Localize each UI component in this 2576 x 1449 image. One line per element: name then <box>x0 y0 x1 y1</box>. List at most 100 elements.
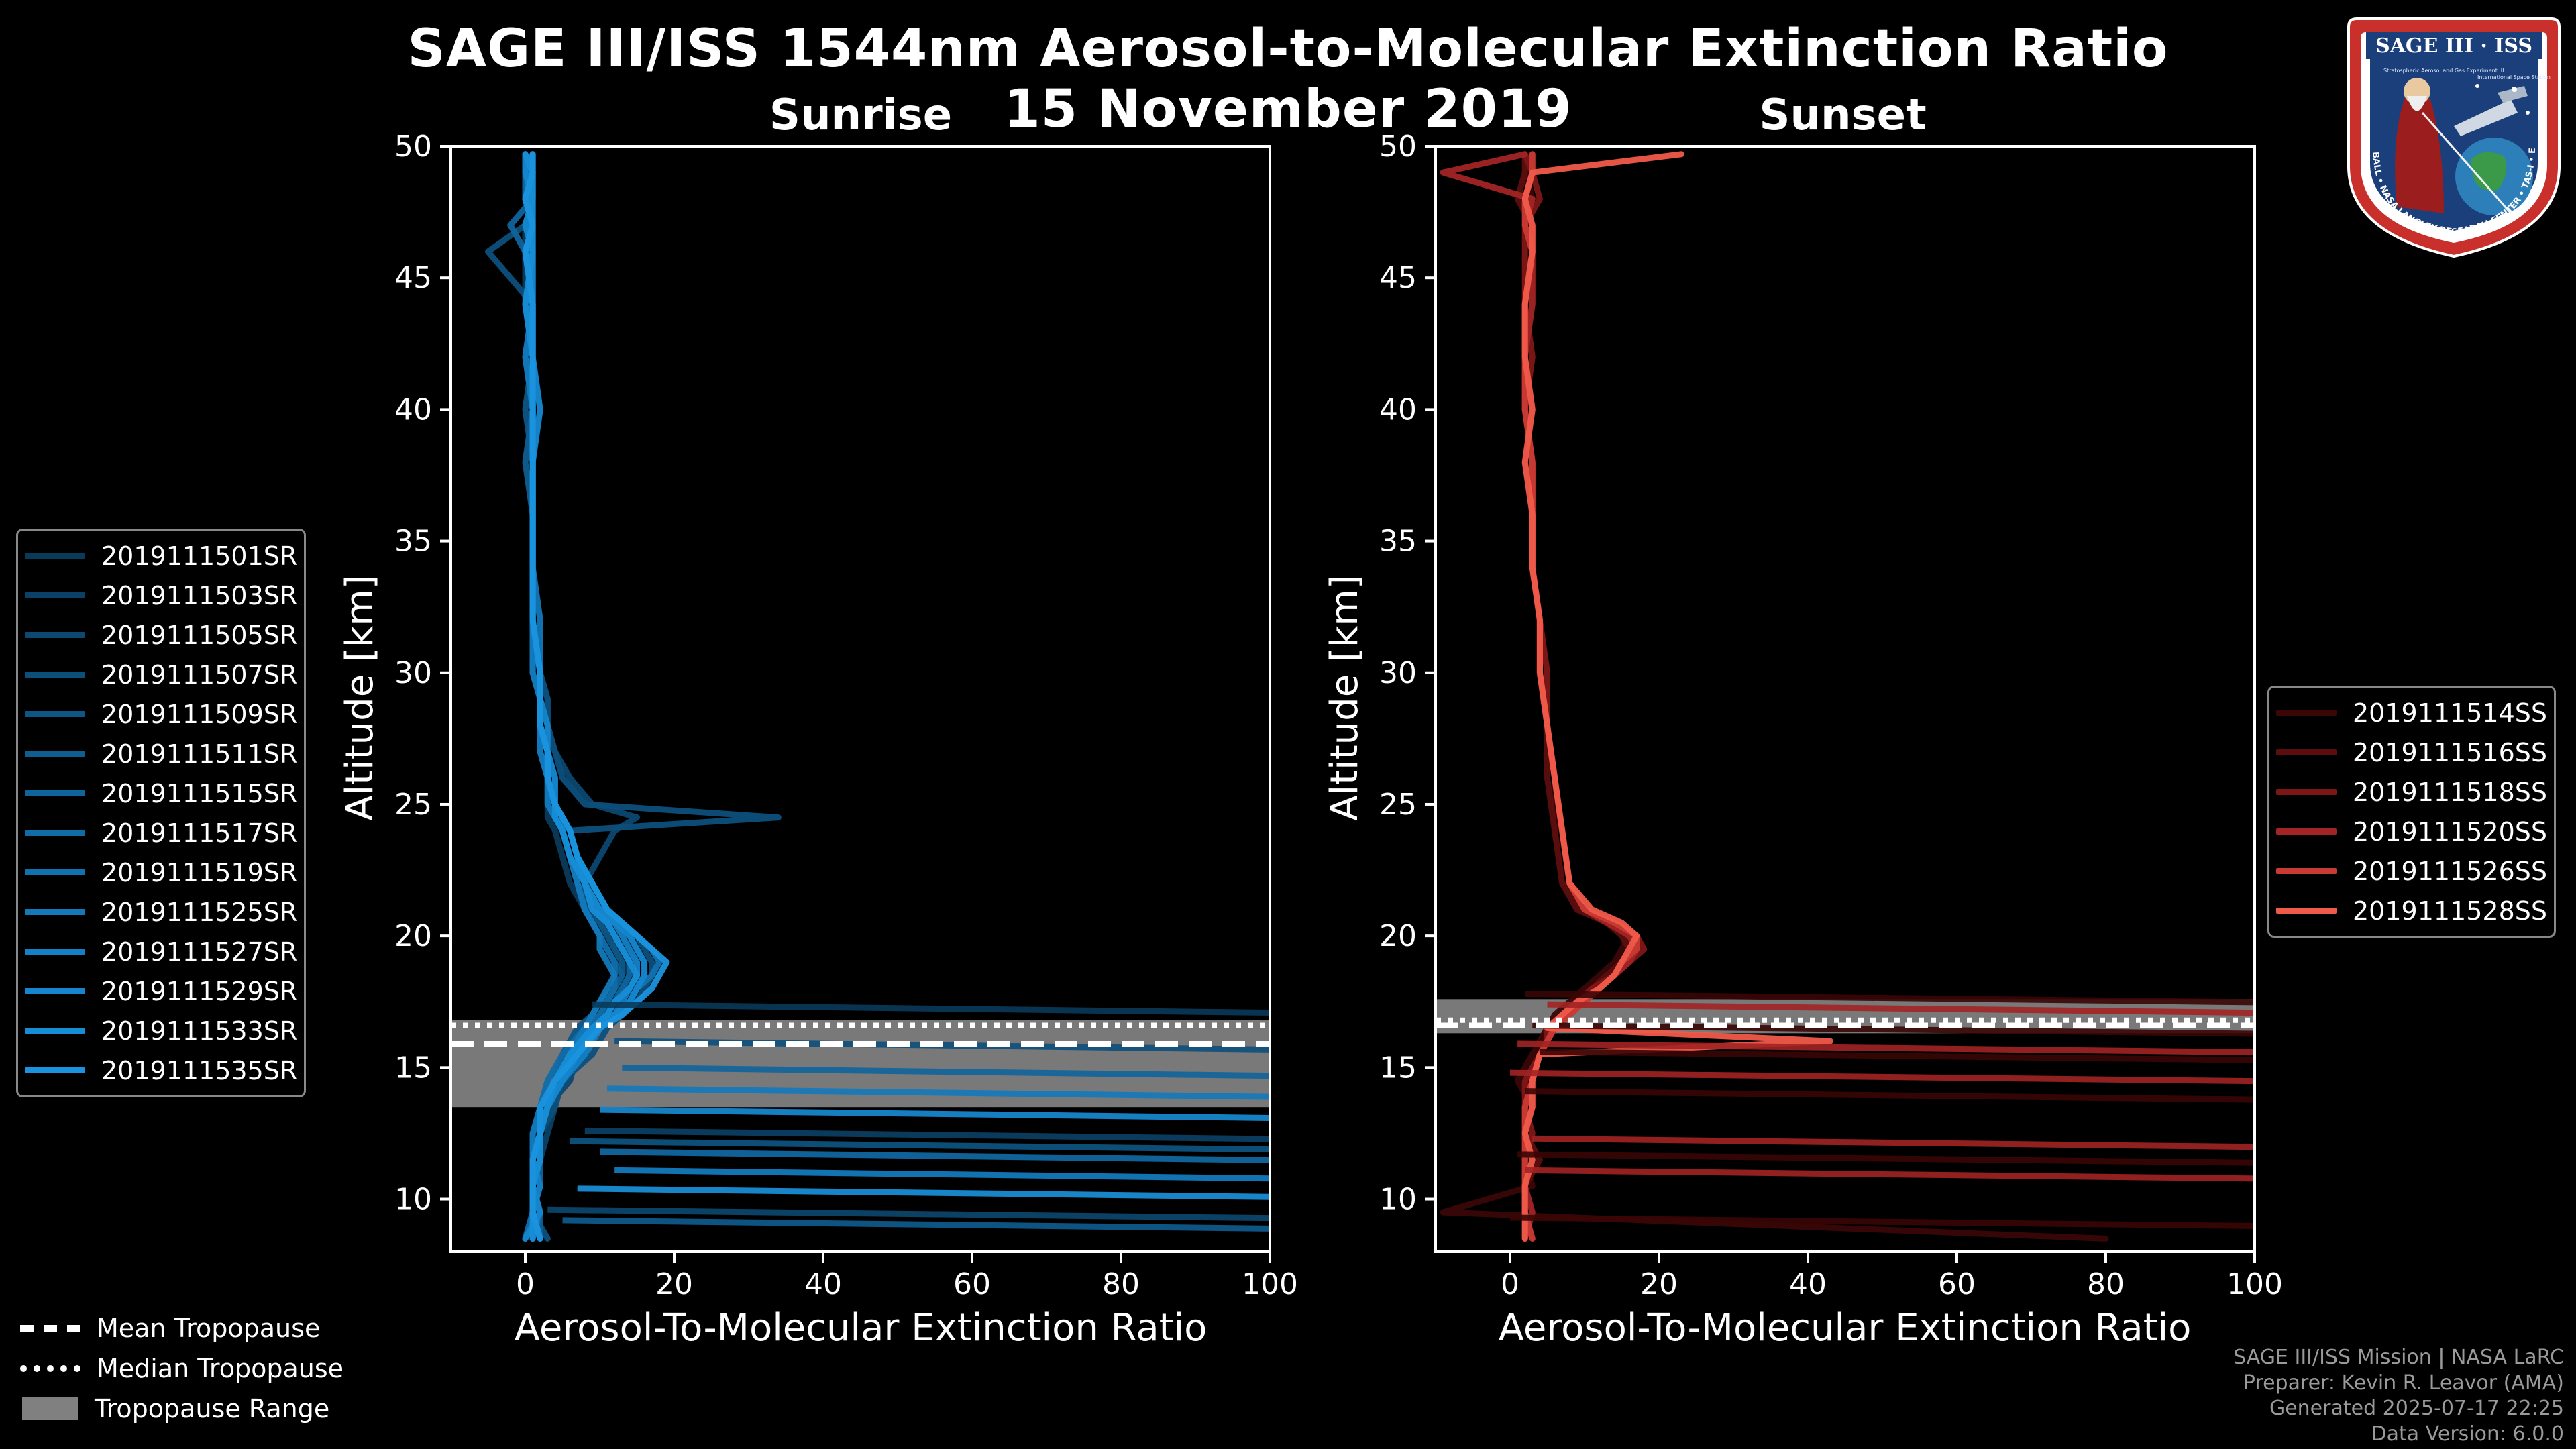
legend-line-swatch <box>2276 828 2337 835</box>
series-streak <box>1532 1135 2255 1150</box>
legend-label: 2019111507SR <box>101 659 298 690</box>
legend-line-swatch <box>25 869 85 875</box>
legend-entry-2019111526SS: 2019111526SS <box>2276 851 2547 891</box>
series-streak <box>1547 1001 2255 1016</box>
legend-entry-2019111507SR: 2019111507SR <box>25 655 297 694</box>
series-streak <box>599 1148 1270 1163</box>
y-tick-label: 15 <box>1379 1051 1417 1085</box>
credit-preparer: Preparer: Kevin R. Leavor (AMA) <box>2243 1371 2564 1395</box>
sage-iii-mission-patch-logo: SAGE III · ISS Stratospheric Aerosol and… <box>2343 12 2561 258</box>
series-streak <box>1517 1040 2255 1055</box>
legend-label: 2019111527SR <box>101 936 298 967</box>
credit-mission: SAGE III/ISS Mission | NASA LaRC <box>2233 1346 2564 1369</box>
series-streak <box>1525 1167 2255 1182</box>
legend-entry-2019111527SR: 2019111527SR <box>25 932 297 971</box>
y-tick-label: 30 <box>394 656 432 690</box>
legend-line-swatch <box>25 553 85 559</box>
x-tick-label: 60 <box>953 1267 991 1301</box>
legend-entry-2019111517SR: 2019111517SR <box>25 813 297 853</box>
credit-data-version: Data Version: 6.0.0 <box>2371 1422 2564 1446</box>
legend-line-swatch <box>25 1067 85 1073</box>
legend-line-swatch <box>25 949 85 955</box>
legend-line-swatch <box>25 909 85 915</box>
legend-entry-tropopause-range: Tropopause Range <box>20 1389 343 1429</box>
y-axis-label-left: Altitude [km] <box>338 574 382 820</box>
x-tick-label: 20 <box>1640 1267 1678 1301</box>
legend-line-swatch <box>25 1028 85 1034</box>
series-streak <box>1517 1151 2255 1166</box>
legend-label: 2019111528SS <box>2353 896 2548 926</box>
x-axis-label-left: Aerosol-To-Molecular Extinction Ratio <box>515 1306 1208 1350</box>
legend-label: 2019111516SS <box>2353 737 2548 767</box>
series-streak <box>614 1167 1270 1182</box>
figure-date: 15 November 2019 <box>1004 79 1572 140</box>
legend-entry-2019111509SR: 2019111509SR <box>25 694 297 734</box>
legend-label: 2019111517SR <box>101 818 298 848</box>
legend-line-swatch <box>25 711 85 717</box>
legend-entry-2019111528SS: 2019111528SS <box>2276 891 2547 930</box>
figure-title: SAGE III/ISS 1544nm Aerosol-to-Molecular… <box>407 19 2169 79</box>
legend-entry-2019111514SS: 2019111514SS <box>2276 693 2547 733</box>
legend-label: Mean Tropopause <box>97 1313 321 1343</box>
y-tick-label: 45 <box>394 261 432 295</box>
legend-line-swatch <box>2276 710 2337 716</box>
y-tick-label: 25 <box>1379 788 1417 822</box>
legend-line-swatch <box>2276 868 2337 874</box>
legend-entry-2019111533SR: 2019111533SR <box>25 1011 297 1051</box>
y-tick-label: 25 <box>394 788 432 822</box>
subtitle-sunset: Sunset <box>1759 91 1927 140</box>
y-tick-label: 45 <box>1379 261 1417 295</box>
legend-line-swatch <box>2276 908 2337 914</box>
series-streak <box>577 1185 1270 1200</box>
series-streak <box>570 1138 1270 1153</box>
series-streak <box>1509 1069 2255 1085</box>
sunset-legend: 2019111514SS 2019111516SS 2019111518SS 2019… <box>2267 686 2557 938</box>
legend-label: 2019111535SR <box>101 1055 298 1085</box>
legend-label: 2019111533SR <box>101 1016 298 1046</box>
series-line-2019111528SS <box>1521 151 1833 1242</box>
legend-label: 2019111514SS <box>2353 698 2548 728</box>
legend-label: 2019111505SR <box>101 620 298 650</box>
series-streak <box>607 1085 1270 1100</box>
legend-entry-2019111520SS: 2019111520SS <box>2276 812 2547 851</box>
dotted-line-icon <box>20 1365 80 1372</box>
series-streak <box>622 1064 1270 1079</box>
axes-frame <box>449 145 1271 1253</box>
y-tick-label: 20 <box>394 919 432 953</box>
series-streak <box>1509 1214 2255 1229</box>
legend-label: 2019111519SR <box>101 857 298 888</box>
series-streak <box>1540 1049 2255 1063</box>
x-tick-label: 100 <box>1242 1267 1298 1301</box>
sunrise-panel: 0 20 40 60 80 100 10 15 20 25 30 35 40 45 50 <box>394 129 1298 1301</box>
series-streak <box>1532 1022 2255 1037</box>
logo-subtitle-left: Stratospheric Aerosol and Gas Experiment… <box>2383 68 2504 74</box>
legend-line-swatch <box>25 672 85 678</box>
series-streak <box>1525 990 2255 1006</box>
axes-frame <box>1434 145 2256 1253</box>
legend-entry-2019111511SR: 2019111511SR <box>25 734 297 773</box>
y-tick-label: 50 <box>394 129 432 164</box>
series-line-2019111535SR <box>522 151 670 1242</box>
legend-label: 2019111501SR <box>101 541 298 571</box>
y-axis-label-right: Altitude [km] <box>1323 574 1366 820</box>
tropopause-legend: Mean Tropopause Median Tropopause Tropop… <box>20 1308 343 1429</box>
legend-line-swatch <box>2276 789 2337 795</box>
x-tick-label: 80 <box>1102 1267 1140 1301</box>
y-tick-label: 30 <box>1379 656 1417 690</box>
legend-entry-2019111525SR: 2019111525SR <box>25 892 297 932</box>
legend-entry-median-tropopause: Median Tropopause <box>20 1348 343 1389</box>
plot-area <box>451 151 1270 1242</box>
credits: SAGE III/ISS Mission | NASA LaRC Prepare… <box>2233 1345 2564 1447</box>
x-tick-label: 40 <box>804 1267 842 1301</box>
legend-line-swatch <box>25 790 85 796</box>
series-streak <box>1525 1088 2255 1103</box>
range-patch-icon <box>22 1397 78 1420</box>
x-tick-label: 100 <box>2226 1267 2283 1301</box>
x-tick-label: 20 <box>655 1267 693 1301</box>
y-tick-label: 50 <box>1379 129 1417 164</box>
y-tick-label: 35 <box>394 525 432 559</box>
legend-label: Median Tropopause <box>97 1354 343 1383</box>
legend-label: 2019111520SS <box>2353 816 2548 847</box>
subtitle-sunrise: Sunrise <box>769 91 953 140</box>
